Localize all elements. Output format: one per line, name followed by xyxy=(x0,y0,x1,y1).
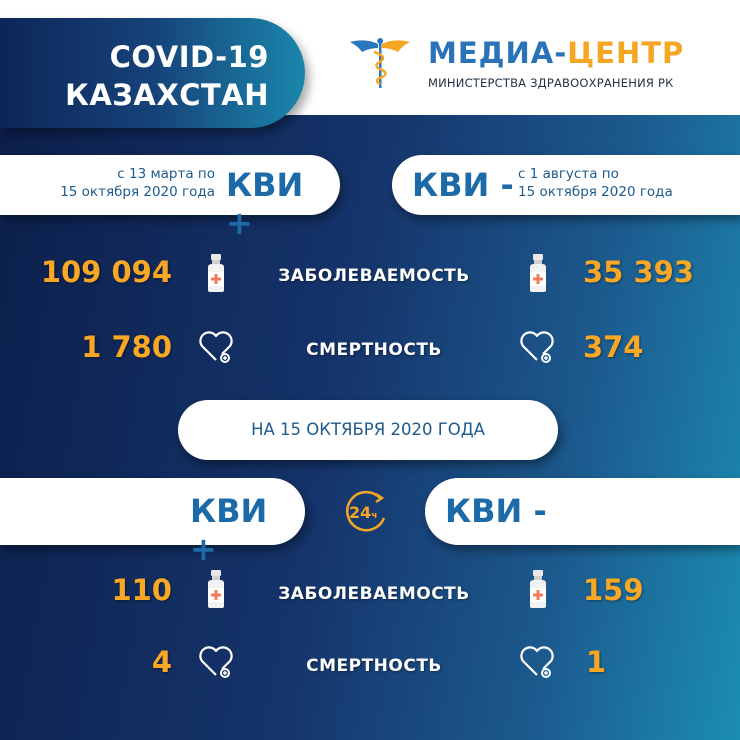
positive-period-line1: с 13 марта по xyxy=(117,166,215,182)
positive-label: КВИ + xyxy=(226,166,304,242)
title-line1: COVID-19 xyxy=(109,40,269,74)
title-banner: COVID-19 КАЗАХСТАН xyxy=(0,18,305,128)
negative-period-line1: с 1 августа по xyxy=(518,166,619,182)
medicine-bottle-icon xyxy=(208,570,224,608)
heart-icon xyxy=(520,646,554,679)
negative-period-line2: 15 октября 2020 года xyxy=(518,184,673,200)
heart-icon xyxy=(199,646,233,679)
heart-icon xyxy=(520,331,554,364)
logo-title-part1: МЕДИА- xyxy=(428,36,568,70)
negative-period: с 1 августа по 15 октября 2020 года xyxy=(518,165,673,201)
date-pill: НА 15 ОКТЯБРЯ 2020 ГОДА xyxy=(178,400,558,460)
daily-negative-label: КВИ - xyxy=(445,492,547,530)
logo-title-part2: ЦЕНТР xyxy=(567,36,685,70)
heart-icon xyxy=(199,331,233,364)
daily-negative-deaths: 1 xyxy=(586,645,607,679)
24h-text: 24 xyxy=(349,503,372,522)
medicine-bottle-icon xyxy=(208,254,224,292)
positive-period: с 13 марта по 15 октября 2020 года xyxy=(60,165,215,201)
medicine-bottle-icon xyxy=(530,254,546,292)
daily-positive-deaths: 4 xyxy=(151,645,172,679)
cumulative-negative-pill: КВИ - с 1 августа по 15 октября 2020 год… xyxy=(392,155,740,215)
cumulative-negative-cases: 35 393 xyxy=(583,255,694,289)
cumulative-positive-cases: 109 094 xyxy=(40,255,172,289)
logo-subtitle: МИНИСТЕРСТВА ЗДРАВООХРАНЕНИЯ РК xyxy=(428,76,674,90)
deaths-label: СМЕРТНОСТЬ xyxy=(306,340,442,360)
date-label: НА 15 ОКТЯБРЯ 2020 ГОДА xyxy=(251,420,485,439)
daily-negative-cases: 159 xyxy=(583,573,644,607)
caduceus-icon xyxy=(350,38,410,88)
daily-positive-pill: КВИ + xyxy=(0,478,305,568)
cumulative-negative-deaths: 374 xyxy=(583,330,644,364)
deaths-label: СМЕРТНОСТЬ xyxy=(306,656,442,676)
cases-label: ЗАБОЛЕВАЕМОСТЬ xyxy=(278,584,470,604)
daily-positive-label: КВИ + xyxy=(190,492,268,568)
positive-period-line2: 15 октября 2020 года xyxy=(60,184,215,200)
24h-icon: 24ч xyxy=(340,488,390,538)
medicine-bottle-icon xyxy=(530,570,546,608)
cumulative-positive-pill: с 13 марта по 15 октября 2020 года КВИ + xyxy=(0,155,340,242)
cases-label: ЗАБОЛЕВАЕМОСТЬ xyxy=(278,266,470,286)
logo-title: МЕДИА-ЦЕНТР xyxy=(428,36,684,70)
cumulative-positive-deaths: 1 780 xyxy=(81,330,172,364)
title-line2: КАЗАХСТАН xyxy=(65,78,269,112)
circular-arrow-icon xyxy=(346,490,386,532)
negative-label: КВИ - xyxy=(412,166,514,204)
24h-suffix: ч xyxy=(371,511,378,521)
daily-negative-pill: КВИ - xyxy=(425,478,740,545)
daily-positive-cases: 110 xyxy=(111,573,172,607)
